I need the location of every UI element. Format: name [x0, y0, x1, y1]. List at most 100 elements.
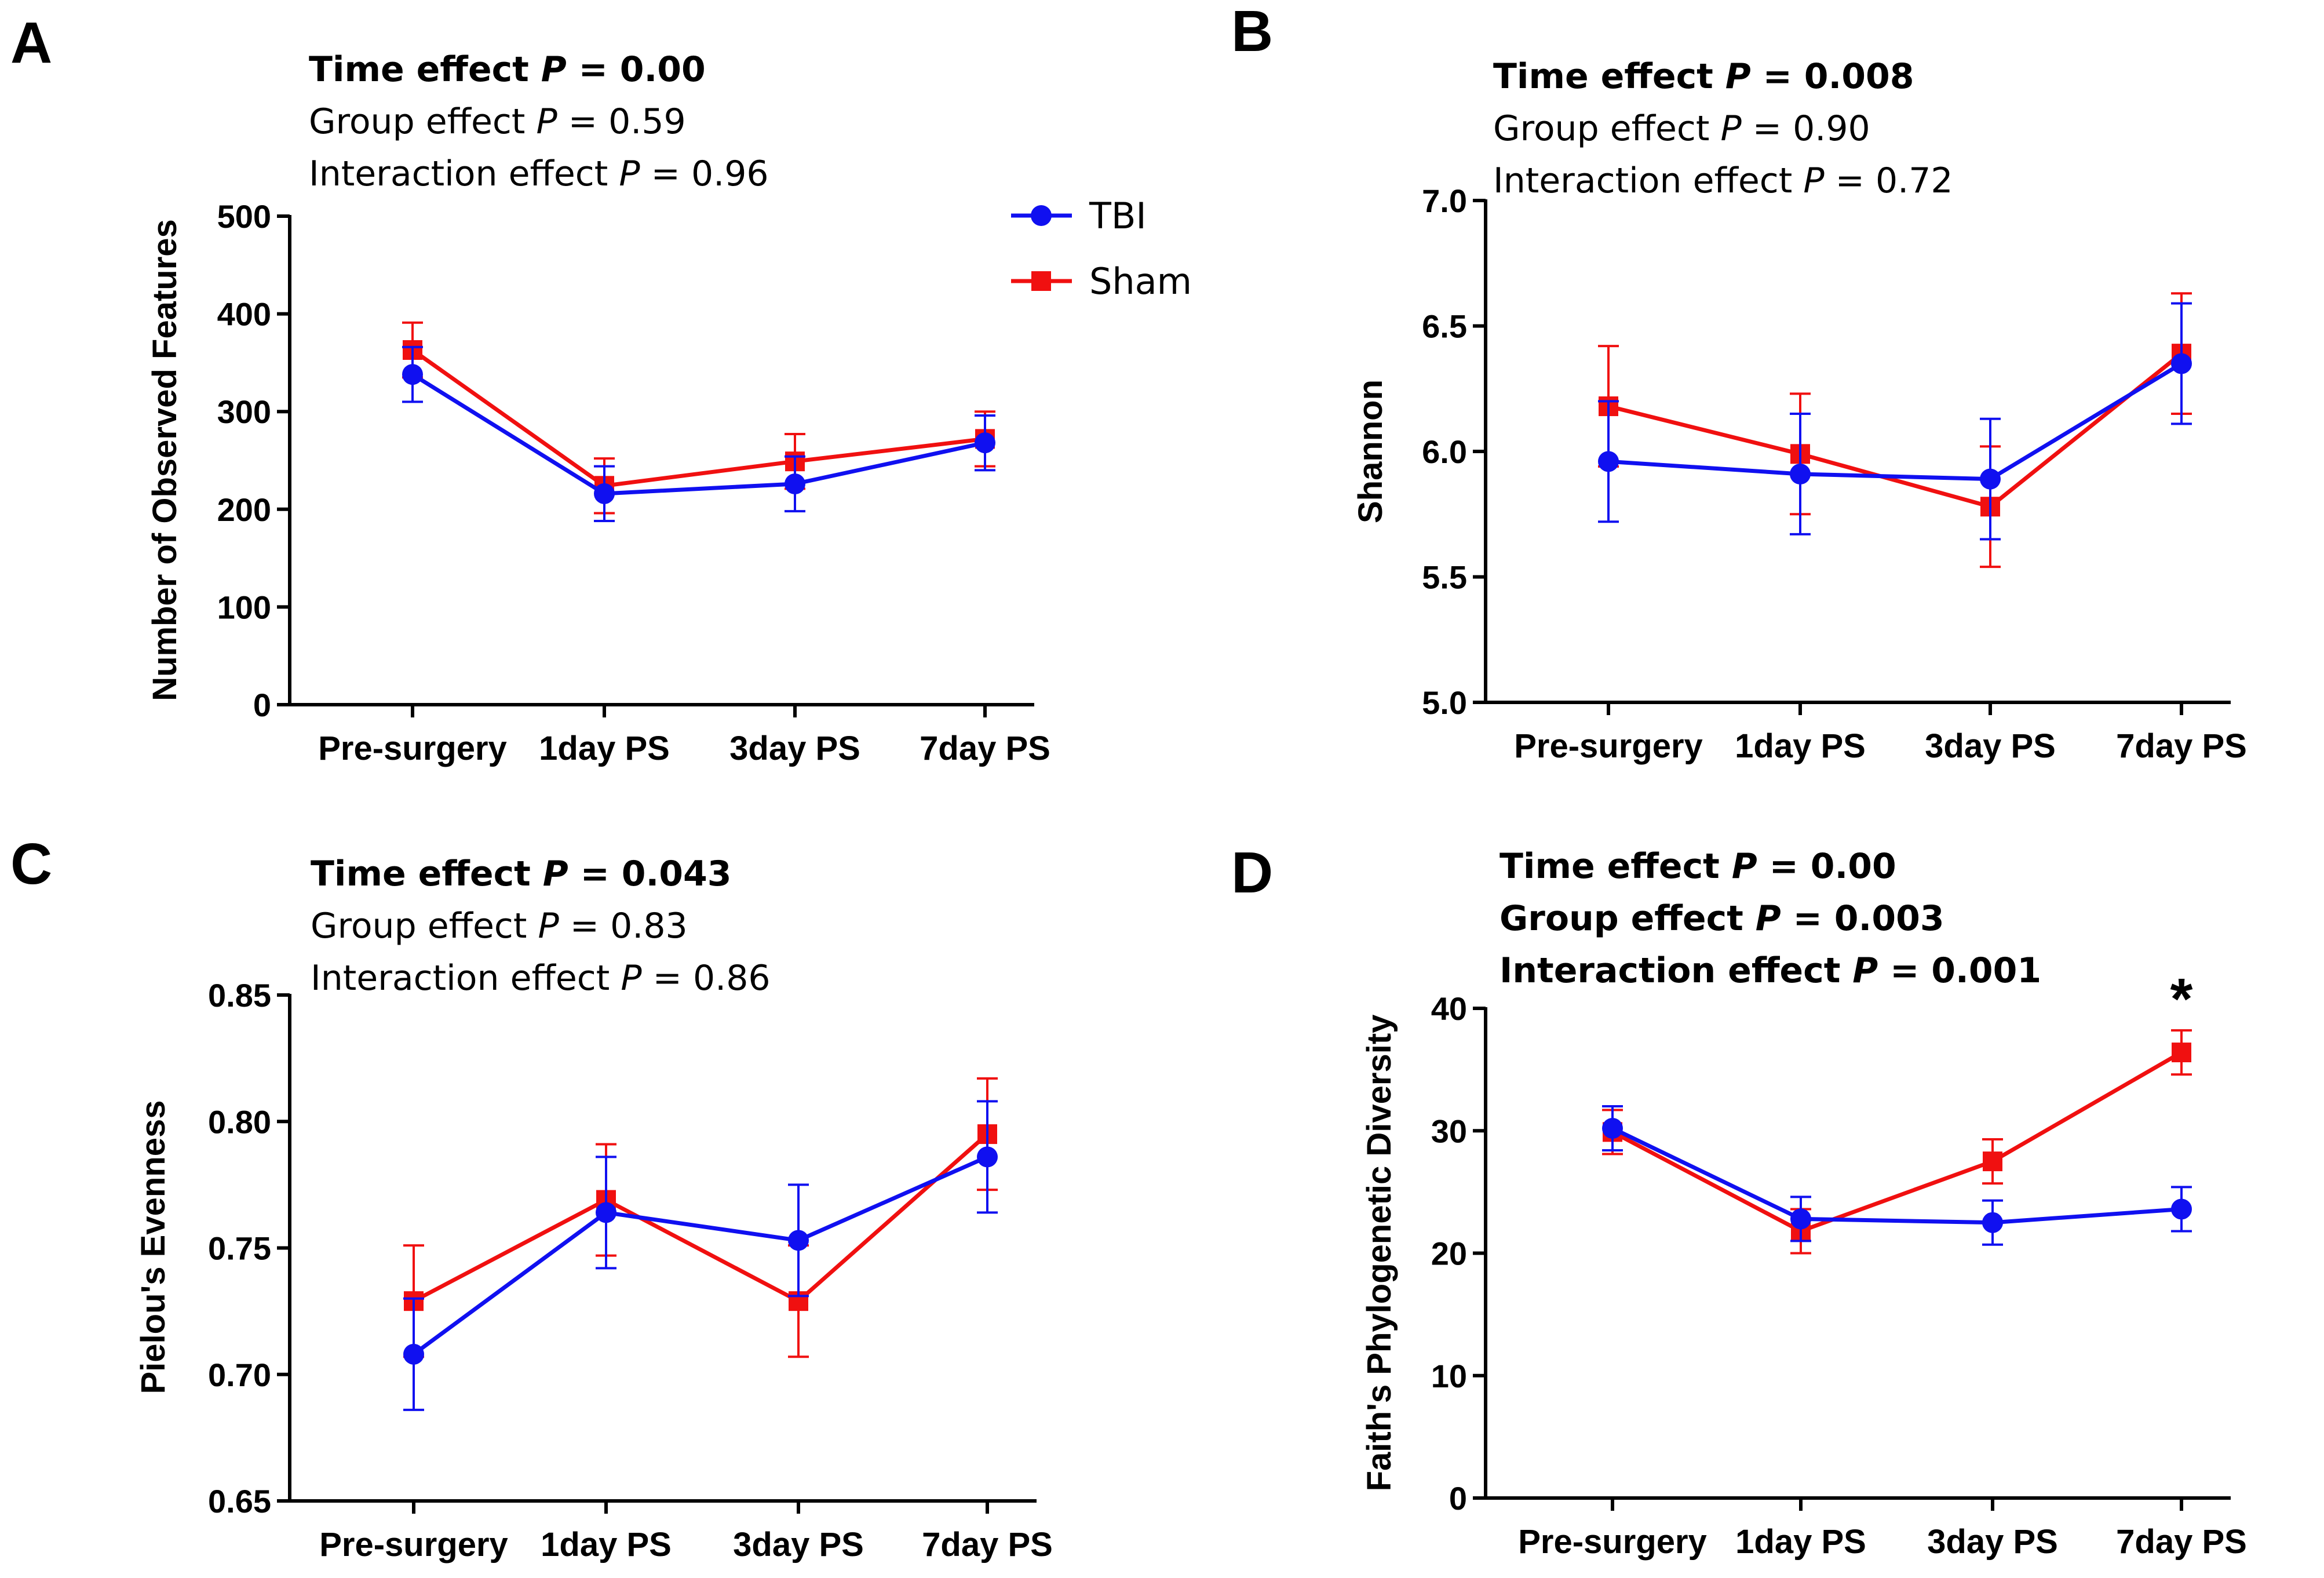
x-tick-label: 3day PS — [1925, 727, 2056, 765]
data-point — [402, 364, 423, 385]
series-tbi — [402, 345, 995, 523]
data-point — [1982, 1212, 2003, 1233]
chart-panel-d: D Time effect P = 0.00 Group effect P = 0.… — [1231, 840, 2247, 1561]
y-tick-label: 6.5 — [1422, 308, 1467, 345]
y-axis-label: Number of Observed Features — [146, 219, 184, 701]
legend-item-tbi: TBI — [1011, 195, 1147, 237]
chart-panel-c: C Time effect P = 0.043 Group effect P = 0… — [10, 832, 1053, 1564]
y-tick-label: 40 — [1431, 990, 1467, 1027]
y-tick-label: 0.80 — [208, 1103, 271, 1140]
panel-label: B — [1231, 0, 1273, 64]
data-point — [788, 1230, 809, 1251]
legend-label: Sham — [1089, 260, 1192, 303]
stat-line: Group effect P = 0.83 — [311, 906, 688, 946]
data-point — [1790, 1208, 1811, 1230]
x-tick-label: 7day PS — [2116, 1523, 2247, 1561]
y-tick-label: 5.0 — [1422, 684, 1467, 721]
x-tick-label: 3day PS — [1927, 1523, 2058, 1561]
stat-line: Group effect P = 0.59 — [309, 101, 686, 142]
series-line-sham — [1611, 1051, 2183, 1234]
stat-line: Time effect P = 0.00 — [1500, 846, 1896, 887]
stat-line: Interaction effect P = 0.96 — [309, 154, 769, 194]
data-point — [785, 473, 805, 494]
y-axis-label: Shannon — [1352, 380, 1389, 523]
legend-item-sham: Sham — [1011, 260, 1192, 303]
series-sham — [1598, 292, 2192, 568]
series-line-tbi — [412, 1155, 988, 1356]
data-point — [1790, 463, 1811, 484]
x-tick-label: Pre-surgery — [318, 730, 507, 767]
y-tick-label: 0.75 — [208, 1230, 271, 1267]
y-tick-label: 30 — [1431, 1113, 1467, 1149]
data-point — [1980, 468, 2001, 490]
stat-line: Group effect P = 0.003 — [1500, 898, 1944, 939]
stat-line: Time effect P = 0.043 — [311, 854, 732, 894]
x-tick-label: 3day PS — [733, 1526, 864, 1564]
chart-panel-a: A Time effect P = 0.00 Group effect P = 0.… — [10, 10, 1050, 767]
panel-label: D — [1231, 840, 1273, 905]
series-sham — [403, 1077, 998, 1358]
y-tick-label: 6.0 — [1422, 433, 1467, 470]
y-tick-label: 100 — [217, 589, 271, 625]
series-line-tbi — [1611, 1126, 2182, 1225]
y-tick-label: 0.65 — [208, 1483, 271, 1519]
x-tick-label: 7day PS — [920, 730, 1050, 767]
stat-line: Group effect P = 0.90 — [1493, 108, 1870, 149]
x-tick-label: 1day PS — [1735, 727, 1866, 765]
x-tick-label: Pre-surgery — [319, 1526, 508, 1564]
legend-marker — [1031, 271, 1051, 291]
x-tick-label: 1day PS — [541, 1526, 672, 1564]
data-point — [1602, 1118, 1623, 1139]
legend-label: TBI — [1089, 195, 1147, 237]
data-point — [975, 432, 995, 454]
series-sham — [402, 321, 995, 515]
legend-marker — [1031, 205, 1052, 226]
data-point — [596, 1202, 616, 1223]
x-tick-label: Pre-surgery — [1514, 727, 1703, 765]
x-tick-label: 3day PS — [729, 730, 860, 767]
y-tick-label: 0 — [253, 687, 271, 723]
x-tick-label: 7day PS — [2116, 727, 2247, 765]
data-point — [2172, 1043, 2191, 1063]
series-line-sham — [1608, 352, 2183, 509]
y-tick-label: 7.0 — [1422, 183, 1467, 219]
y-axis-label: Faith's Phylogenetic Diversity — [1360, 1015, 1398, 1492]
stat-line: Time effect P = 0.00 — [309, 49, 706, 90]
x-tick-label: 7day PS — [922, 1526, 1053, 1564]
x-tick-label: 1day PS — [539, 730, 670, 767]
y-tick-label: 0 — [1449, 1480, 1467, 1517]
y-tick-label: 20 — [1431, 1236, 1467, 1272]
series-line-tbi — [1608, 362, 2183, 482]
series-line-sham — [411, 348, 986, 488]
data-point — [977, 1146, 998, 1168]
y-tick-label: 10 — [1431, 1358, 1467, 1394]
y-tick-label: 300 — [217, 393, 271, 430]
data-point — [2171, 353, 2192, 374]
y-tick-label: 5.5 — [1422, 559, 1467, 596]
series-tbi — [1602, 1105, 2192, 1246]
y-tick-label: 500 — [217, 198, 271, 235]
chart-panel-b: B Time effect P = 0.008 Group effect P = 0… — [1231, 0, 2247, 765]
series-line-tbi — [411, 373, 986, 496]
stat-line: Interaction effect P = 0.86 — [311, 958, 771, 998]
x-tick-label: 1day PS — [1735, 1523, 1866, 1561]
y-tick-label: 0.85 — [208, 977, 271, 1014]
data-point — [594, 483, 615, 504]
stat-line: Interaction effect P = 0.001 — [1500, 950, 2041, 991]
series-line-sham — [413, 1132, 989, 1304]
data-point — [1598, 451, 1619, 472]
y-tick-label: 400 — [217, 296, 271, 333]
series-tbi — [1598, 302, 2192, 541]
significance-marker: * — [2170, 967, 2193, 1032]
x-tick-label: Pre-surgery — [1518, 1523, 1707, 1561]
legend: TBI Sham — [1011, 195, 1192, 303]
data-point — [403, 1343, 424, 1365]
data-point — [2171, 1198, 2192, 1220]
series-tbi — [403, 1100, 998, 1411]
y-tick-label: 0.70 — [208, 1357, 271, 1393]
y-axis-label: Pielou's Evenness — [134, 1100, 172, 1394]
panel-label: A — [10, 10, 52, 75]
y-tick-label: 200 — [217, 491, 271, 528]
panel-label: C — [10, 832, 52, 896]
